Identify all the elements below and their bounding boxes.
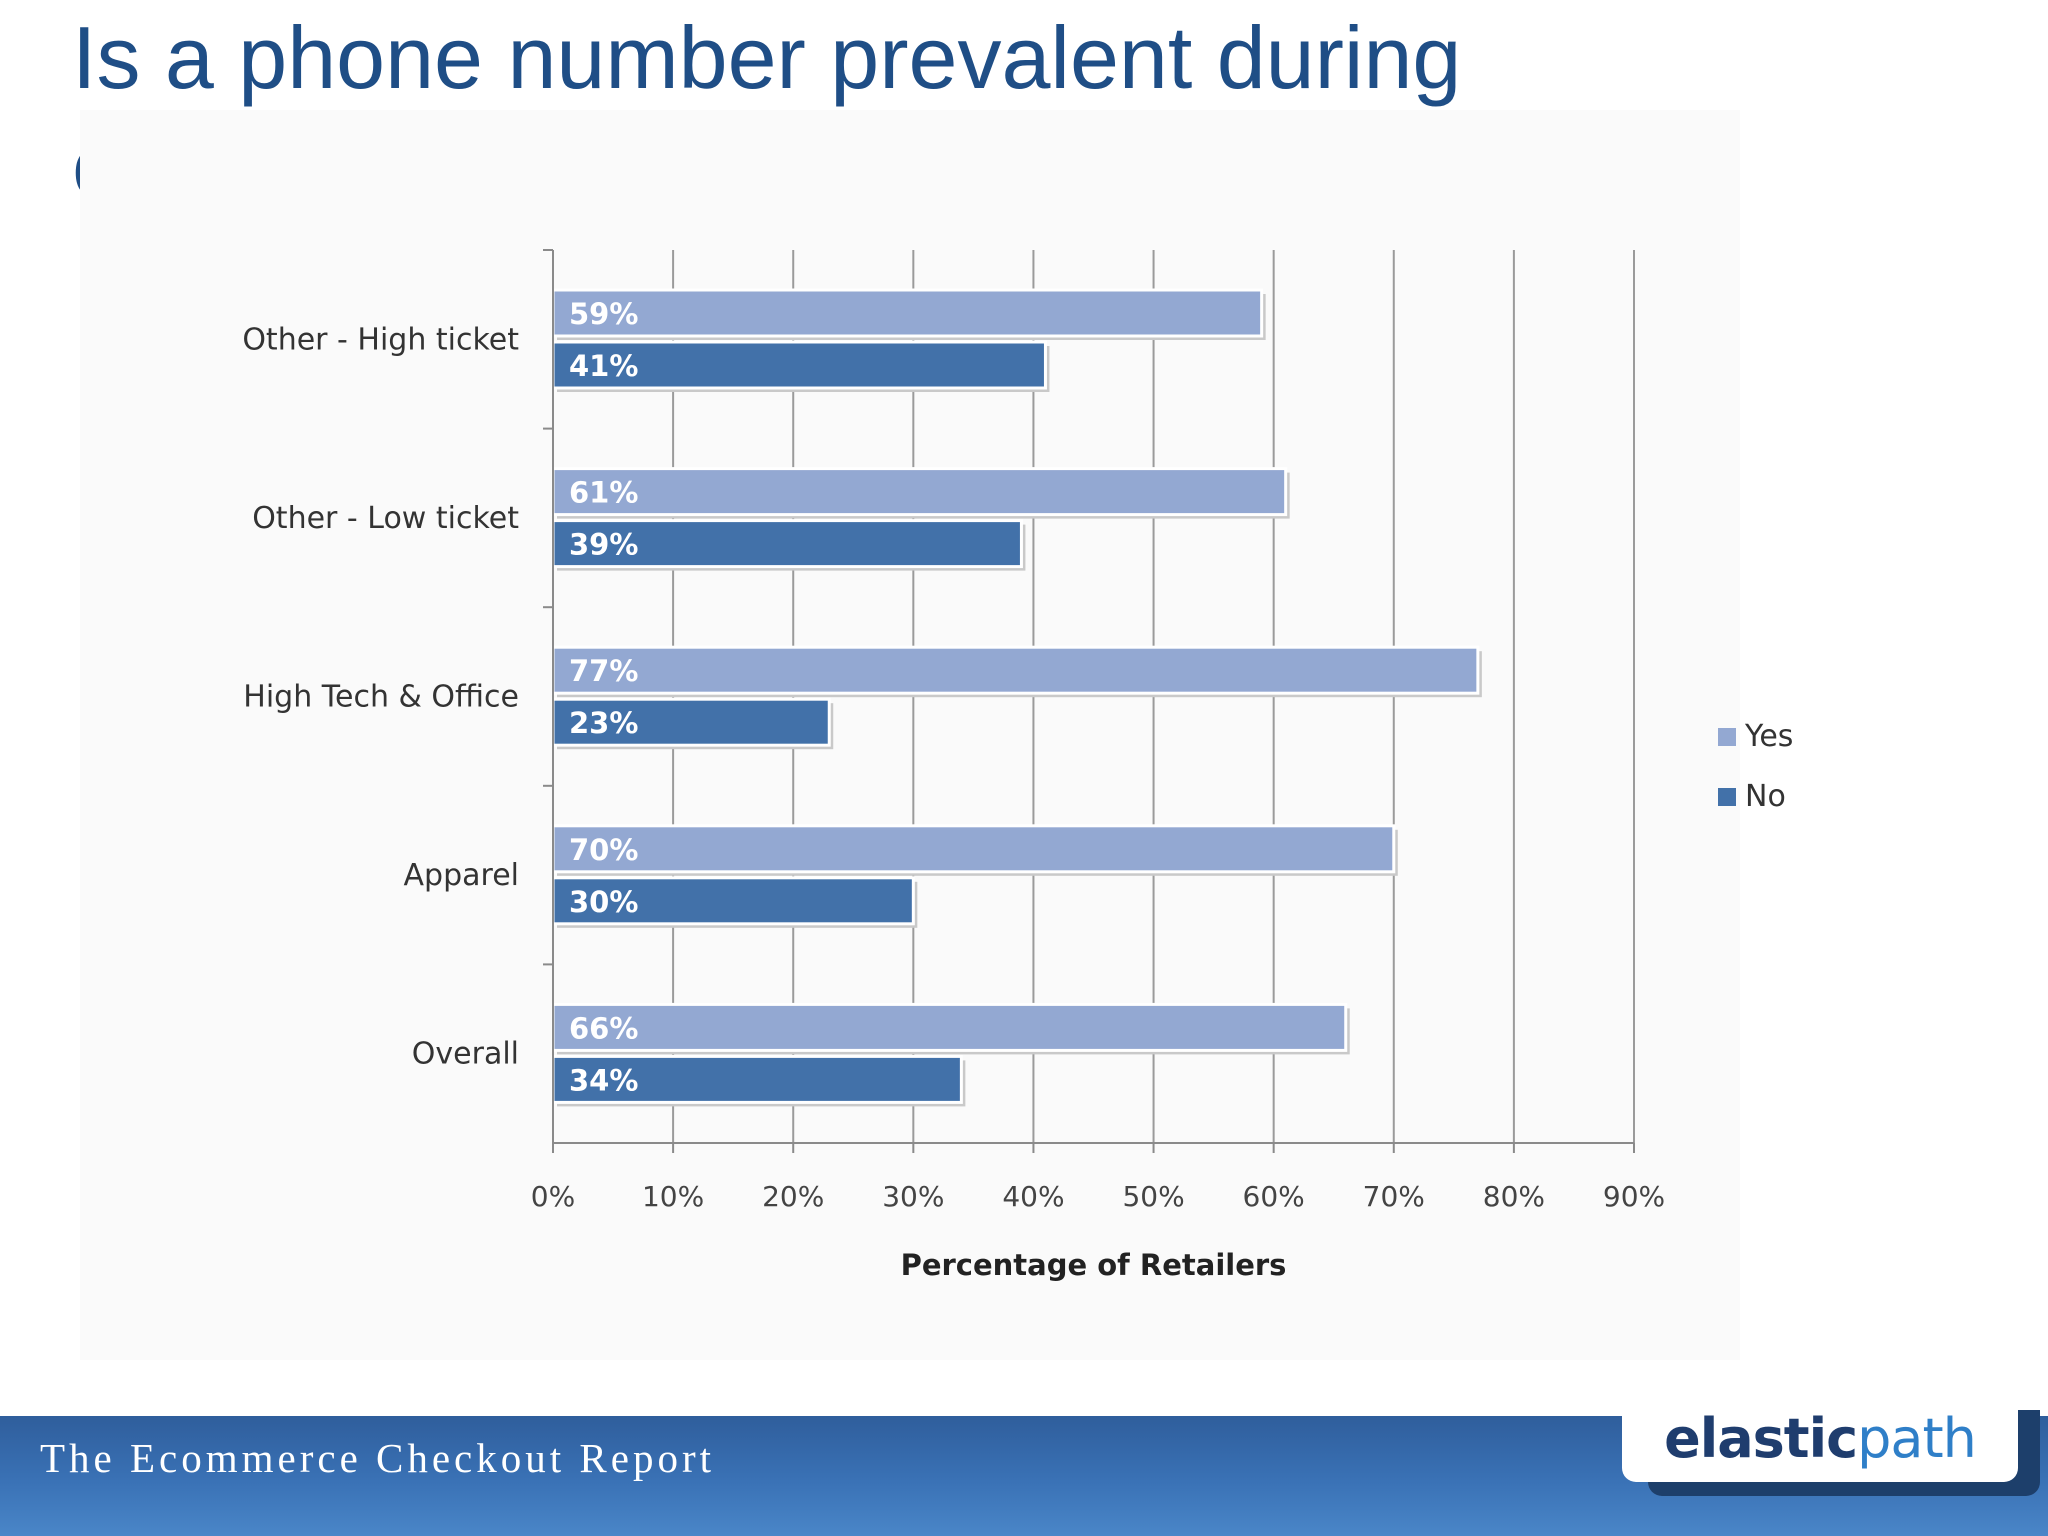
x-axis-title: Percentage of Retailers xyxy=(901,1248,1287,1282)
bar-yes xyxy=(551,288,1264,338)
footer-report-title: The Ecommerce Checkout Report xyxy=(40,1435,715,1481)
data-label: 34% xyxy=(569,1063,638,1097)
logo-text-path: path xyxy=(1857,1407,1977,1470)
data-label: 41% xyxy=(569,349,638,383)
data-label: 61% xyxy=(569,476,638,510)
bar-no xyxy=(551,697,831,747)
legend-swatch-no xyxy=(1718,788,1736,806)
data-label: 23% xyxy=(569,706,638,740)
x-tick-label: 40% xyxy=(1002,1180,1064,1213)
x-tick-label: 30% xyxy=(882,1180,944,1213)
legend-label-yes: Yes xyxy=(1744,719,1793,754)
data-label: 70% xyxy=(569,833,638,867)
bar-layer: 59% 41% 61% 39% 77% 23% 70% 30% 66% 34% xyxy=(551,288,1482,1107)
x-tick-label: 90% xyxy=(1603,1180,1665,1213)
logo-text-elastic: elastic xyxy=(1664,1407,1858,1470)
category-label: High Tech & Office xyxy=(243,680,519,715)
x-tick-label: 60% xyxy=(1243,1180,1305,1213)
elasticpath-logo: elasticpath xyxy=(1622,1396,2018,1482)
bar-no xyxy=(551,1054,963,1104)
bar-yes xyxy=(551,1002,1348,1052)
data-label: 39% xyxy=(569,528,638,562)
axis-layer: 0% 10% 20% 30% 40% 50% 60% 70% 80% 90% Other - Hig… xyxy=(242,249,1665,1282)
data-label: 66% xyxy=(569,1011,638,1045)
legend: Yes No xyxy=(1718,719,1793,814)
bar-yes xyxy=(551,824,1396,874)
x-tick-label: 70% xyxy=(1363,1180,1425,1213)
category-label: Other - High ticket xyxy=(242,322,519,357)
x-tick-label: 20% xyxy=(762,1180,824,1213)
legend-swatch-yes xyxy=(1718,728,1736,746)
data-label: 59% xyxy=(569,297,638,331)
bar-no xyxy=(551,340,1047,390)
category-label: Other - Low ticket xyxy=(252,501,519,536)
category-label: Overall xyxy=(412,1037,519,1072)
x-tick-label: 50% xyxy=(1122,1180,1184,1213)
bar-no xyxy=(551,519,1023,569)
bar-yes xyxy=(551,645,1480,695)
data-label: 77% xyxy=(569,654,638,688)
data-label: 30% xyxy=(569,885,638,919)
bar-chart: 59% 41% 61% 39% 77% 23% 70% 30% 66% 34% 0% 10% 20% 3… xyxy=(242,249,1793,1282)
x-tick-label: 10% xyxy=(642,1180,704,1213)
category-label: Apparel xyxy=(404,858,519,893)
legend-label-no: No xyxy=(1745,779,1786,814)
bar-yes xyxy=(551,467,1288,517)
x-tick-label: 80% xyxy=(1483,1180,1545,1213)
x-tick-label: 0% xyxy=(531,1180,575,1213)
